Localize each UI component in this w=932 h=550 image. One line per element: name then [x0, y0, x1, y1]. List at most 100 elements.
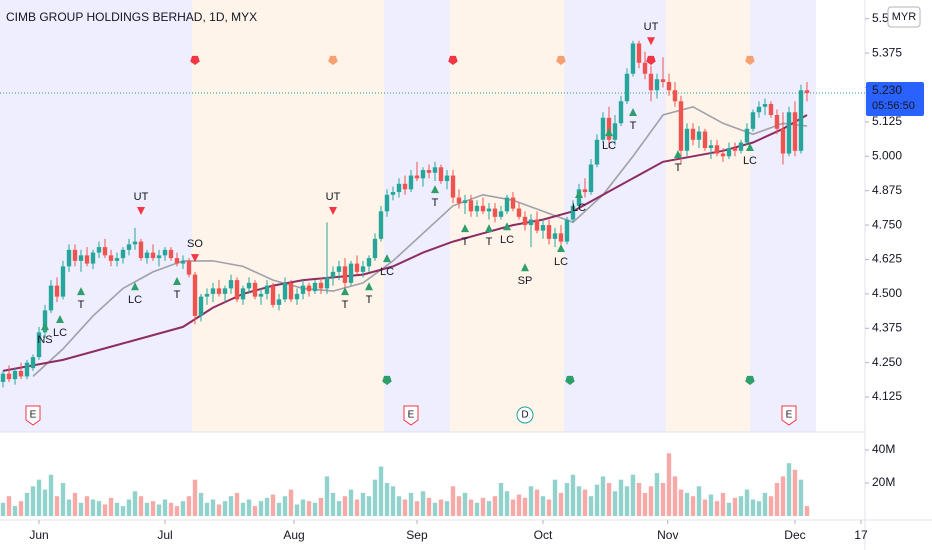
candle-body: [342, 266, 348, 283]
volume-bar: [126, 499, 132, 516]
volume-bar: [630, 474, 636, 516]
candle-body: [48, 285, 54, 311]
volume-bar: [672, 476, 678, 516]
signal-arrow: [502, 222, 511, 231]
candle-body: [312, 282, 318, 292]
candle-body: [588, 164, 594, 193]
pentagon-marker: [565, 375, 575, 385]
volume-bar: [666, 453, 672, 516]
volume-bar: [66, 499, 72, 516]
volume-bar: [36, 479, 42, 516]
volume-bar: [204, 502, 210, 516]
candle-body: [528, 219, 534, 226]
volume-bar: [738, 496, 744, 516]
signal-arrow: [136, 207, 145, 216]
volume-bar: [246, 499, 252, 516]
candle-body: [186, 260, 192, 275]
candle-body: [420, 170, 426, 179]
volume-bar: [600, 476, 606, 516]
volume-bar: [438, 499, 444, 516]
y-tick-label: 4.375: [872, 320, 902, 334]
candle-body: [714, 145, 720, 154]
session-band: [383, 0, 450, 432]
candle-body: [84, 255, 90, 264]
volume-bar: [432, 502, 438, 516]
signal-label: UT: [326, 191, 341, 203]
volume-bar: [138, 496, 144, 516]
volume-bar: [618, 479, 624, 516]
candle-body: [30, 357, 36, 369]
candle-body: [240, 288, 246, 300]
volume-bar: [462, 492, 468, 516]
currency-label[interactable]: MYR: [892, 11, 917, 23]
signal-arrow: [172, 276, 181, 285]
volume-bar: [360, 492, 366, 516]
volume-bar: [534, 489, 540, 516]
volume-bar: [756, 501, 762, 516]
volume-bar: [318, 497, 324, 516]
volume-bar: [198, 492, 204, 516]
candle-body: [648, 73, 654, 91]
volume-bar: [270, 494, 276, 516]
volume-bar: [726, 502, 732, 516]
candle-body: [486, 208, 492, 212]
signal-arrow: [364, 282, 373, 291]
candle-body: [318, 282, 324, 289]
candle-body: [534, 219, 540, 231]
pentagon-marker: [448, 55, 458, 65]
volume-bar: [78, 502, 84, 516]
volume-bar: [408, 492, 414, 516]
candle-body: [732, 148, 738, 151]
pentagon-marker: [646, 55, 656, 65]
signal-arrow: [382, 254, 391, 263]
signal-arrow: [55, 314, 64, 323]
volume-bar: [744, 489, 750, 516]
candle-body: [132, 241, 138, 245]
candle-body: [582, 189, 588, 193]
signal-arrow: [574, 190, 583, 199]
signal-arrow: [430, 185, 439, 194]
volume-bar: [276, 502, 282, 516]
currency-button[interactable]: [887, 6, 921, 28]
candle-body: [600, 117, 606, 140]
candle-body: [804, 90, 810, 94]
countdown-label: 05:56:50: [872, 100, 915, 112]
candle-body: [6, 373, 12, 380]
candle-body: [564, 219, 570, 242]
candle-body: [264, 285, 270, 294]
volume-bar: [486, 501, 492, 516]
pentagon-marker: [745, 55, 755, 65]
y-tick-label: 4.625: [872, 252, 902, 266]
signal-label: SO: [187, 238, 203, 250]
x-tick-label: Dec: [784, 528, 805, 542]
volume-bar: [180, 501, 186, 516]
volume-bar: [120, 506, 126, 516]
signal-label: T: [432, 197, 439, 209]
volume-bar: [564, 482, 570, 516]
volume-bar: [732, 497, 738, 516]
pentagon-marker: [745, 375, 755, 385]
candle-body: [708, 145, 714, 149]
candle-body: [336, 266, 342, 272]
chart-title: CIMB GROUP HOLDINGS BERHAD, 1D, MYX: [6, 10, 257, 24]
signal-arrow: [76, 287, 85, 296]
volume-bar: [768, 496, 774, 516]
volume-bar: [702, 499, 708, 516]
candle-body: [18, 370, 24, 377]
volume-bar: [420, 491, 426, 516]
signal-arrow: [190, 254, 199, 263]
candle-body: [498, 211, 504, 217]
volume-bar: [240, 502, 246, 516]
candle-body: [516, 208, 522, 217]
candle-body: [60, 266, 66, 297]
signal-arrow: [130, 282, 139, 291]
candle-body: [642, 62, 648, 74]
candle-body: [450, 175, 456, 198]
moving-average: [2, 114, 808, 372]
y-tick-label: 5.000: [872, 148, 902, 162]
candle-body: [570, 205, 576, 220]
volume-bar: [114, 502, 120, 516]
volume-bar: [6, 496, 12, 516]
y-tick-label: 5.375: [872, 45, 902, 59]
candle-body: [294, 293, 300, 300]
